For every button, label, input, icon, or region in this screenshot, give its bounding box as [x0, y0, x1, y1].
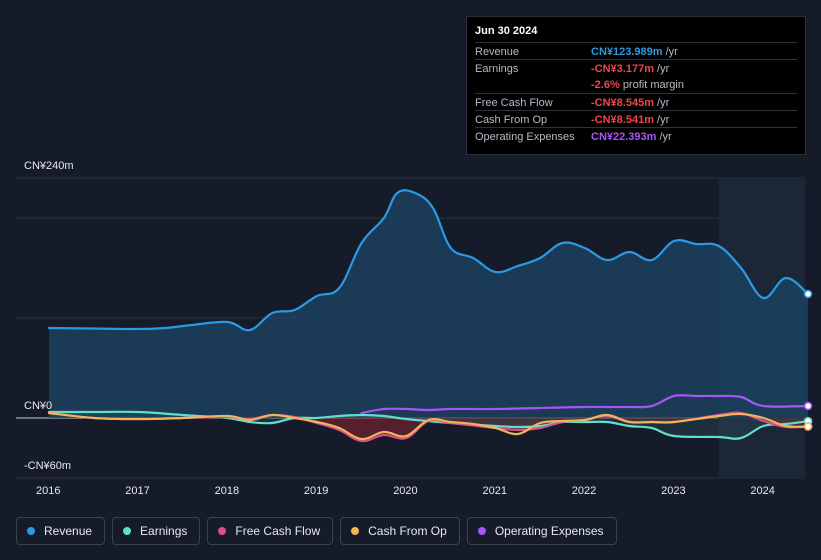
x-tick-label: 2019 [303, 485, 329, 497]
x-tick-label: 2016 [36, 485, 61, 497]
legend-label: Earnings [140, 524, 188, 538]
tooltip-row-earnings: Earnings -CN¥3.177m /yr [475, 59, 797, 77]
tooltip-unit: /yr [665, 46, 678, 58]
tooltip-row-revenue: Revenue CN¥123.989m /yr [475, 42, 797, 60]
series-areas [49, 190, 809, 442]
tooltip-row-free-cash-flow: Free Cash Flow -CN¥8.545m /yr [475, 93, 797, 111]
tooltip-value: -CN¥8.541m [591, 114, 654, 126]
tooltip-unit: /yr [657, 97, 670, 109]
series-line-revenue [47, 189, 810, 332]
legend-label: Operating Expenses [494, 524, 604, 538]
legend-dot-icon [351, 527, 360, 535]
series-end-markers [803, 289, 813, 431]
legend-item-free-cash-flow[interactable]: Free Cash Flow [207, 517, 334, 545]
tooltip-label: Free Cash Flow [475, 97, 553, 109]
x-tick-label: 2017 [125, 485, 150, 497]
tooltip-unit: /yr [657, 114, 670, 126]
y-axis-zero-label: CN¥0 [24, 400, 53, 412]
tooltip-value: CN¥123.989m [591, 46, 663, 58]
tooltip-row-cash-from-op: Cash From Op -CN¥8.541m /yr [475, 110, 797, 128]
legend-item-cash-from-op[interactable]: Cash From Op [340, 517, 460, 545]
legend-item-earnings[interactable]: Earnings [112, 517, 201, 545]
tooltip-row-profit-margin: -2.6% profit margin [475, 76, 797, 93]
legend-label: Cash From Op [368, 524, 447, 538]
tooltip-row-operating-expenses: Operating Expenses CN¥22.393m /yr [475, 127, 797, 145]
tooltip-label: Operating Expenses [475, 131, 575, 143]
tooltip-value: -CN¥8.545m [591, 97, 654, 109]
legend-dot-icon [218, 527, 227, 535]
tooltip-value: CN¥22.393m [591, 131, 657, 143]
series-line-cash-from-op [47, 411, 810, 441]
series-line-operating-expenses [360, 394, 810, 415]
tooltip-value: -CN¥3.177m [591, 63, 654, 75]
series-lines [47, 189, 810, 443]
y-axis-top-label: CN¥240m [24, 160, 74, 172]
data-tooltip: Jun 30 2024 Revenue CN¥123.989m /yr Earn… [466, 16, 806, 155]
tooltip-label: Revenue [475, 46, 520, 58]
legend-label: Free Cash Flow [235, 524, 321, 538]
revenue-area [49, 190, 809, 418]
end-marker-cash-from-op [803, 422, 813, 431]
tooltip-label: Earnings [475, 63, 519, 75]
legend-dot-icon [123, 527, 132, 535]
tooltip-value: -2.6% [591, 79, 620, 91]
x-tick-label: 2024 [750, 485, 775, 497]
y-axis-bottom-label: -CN¥60m [24, 460, 72, 472]
x-tick-label: 2022 [571, 485, 597, 497]
end-marker-revenue [803, 289, 813, 299]
x-tick-label: 2023 [661, 485, 686, 497]
legend-item-operating-expenses[interactable]: Operating Expenses [466, 517, 617, 545]
end-marker-operating-expenses [803, 401, 813, 411]
tooltip-label: Cash From Op [475, 114, 548, 126]
chart-legend: Revenue Earnings Free Cash Flow Cash Fro… [16, 517, 617, 545]
legend-item-revenue[interactable]: Revenue [16, 517, 106, 545]
x-tick-label: 2018 [214, 485, 240, 497]
tooltip-date: Jun 30 2024 [475, 25, 538, 37]
tooltip-unit: /yr [657, 63, 670, 75]
legend-label: Revenue [44, 524, 93, 538]
tooltip-unit: profit margin [622, 79, 684, 91]
x-tick-label: 2020 [393, 485, 418, 497]
legend-dot-icon [27, 527, 35, 535]
tooltip-unit: /yr [659, 131, 672, 143]
legend-dot-icon [477, 527, 486, 535]
x-tick-label: 2021 [482, 485, 507, 497]
